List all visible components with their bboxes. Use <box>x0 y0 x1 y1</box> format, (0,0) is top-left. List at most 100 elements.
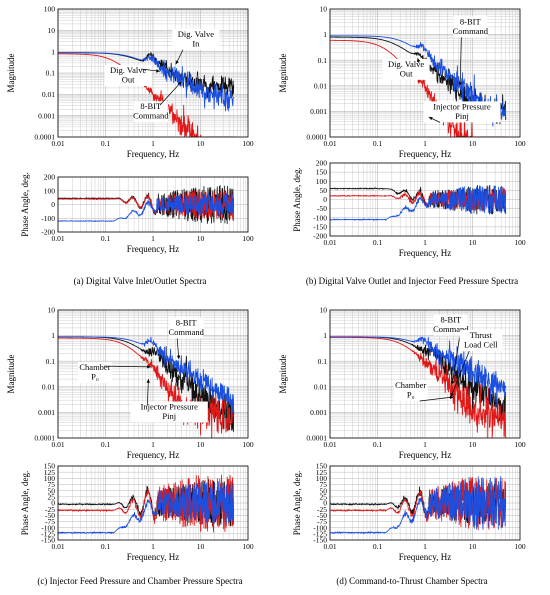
x-tick-label: 100 <box>514 440 526 449</box>
annotation-arrowhead <box>175 60 179 65</box>
y-tick-label: 75 <box>320 480 328 489</box>
y-tick-label: 1 <box>323 30 327 39</box>
x-axis-title: Frequency, Hz <box>399 450 451 460</box>
y-axis-title: Phase Angle, deg. <box>20 172 30 237</box>
annotation-arrowhead <box>450 380 455 385</box>
annotation-bg <box>459 330 503 352</box>
annotation-label: Thrust <box>470 330 493 340</box>
x-tick-label: 1 <box>151 440 155 449</box>
y-tick-label: 10 <box>320 306 328 315</box>
x-tick-label: 0.01 <box>51 542 64 551</box>
annotation-arrowhead <box>450 392 454 397</box>
x-tick-label: 0.1 <box>373 139 383 148</box>
annotation-arrowhead <box>146 379 150 383</box>
chart-a_ph: 0.01 0.1 1 10 100 -200 -100 0 100 200 Frequency, H… <box>20 172 254 254</box>
y-tick-label: 125 <box>44 468 56 477</box>
x-axis-title: Frequency, Hz <box>399 149 451 159</box>
y-tick-label: 10 <box>48 26 56 35</box>
chart-c_ph: 0.01 0.1 1 10 100 -150-125-100-75-50-25025507… <box>20 462 254 562</box>
y-tick-label: -50 <box>317 204 327 213</box>
annotation-label: Dig. Valve <box>388 59 424 69</box>
series-line-blue <box>58 481 235 534</box>
y-tick-label: -75 <box>317 517 327 526</box>
annotation-label: Dig. Valve <box>110 65 146 75</box>
series-line-blue <box>330 35 507 127</box>
annotation-bg <box>133 101 168 123</box>
annotation-arrow <box>419 396 454 402</box>
series-group <box>330 476 507 534</box>
y-tick-label: 0.001 <box>38 111 55 120</box>
series-line-blue <box>330 336 507 408</box>
y-tick-label: -150 <box>313 222 327 231</box>
annotation-bg <box>77 362 113 384</box>
y-tick-label: 100 <box>316 474 328 483</box>
y-axis-title: Magnitude <box>6 54 16 93</box>
caption-a: (a) Digital Valve Inlet/Outlet Spectra <box>74 276 207 286</box>
caption-d: (d) Command-to-Thrust Chamber Spectra <box>336 576 487 586</box>
annotation-label: Injector Pressure <box>141 401 199 411</box>
x-tick-label: 0.1 <box>101 139 111 148</box>
plot-frame <box>57 309 249 439</box>
y-tick-label: 125 <box>316 468 328 477</box>
y-tick-label: 0.1 <box>46 357 56 366</box>
y-tick-label: 100 <box>316 177 328 186</box>
annotation-label: 8-BIT <box>440 315 462 325</box>
x-tick-label: 10 <box>197 440 205 449</box>
x-tick-label: 1 <box>151 542 155 551</box>
y-tick-label: 0.1 <box>318 56 328 65</box>
y-tick-label: -25 <box>317 505 327 514</box>
y-axis-title: Phase Angle, deg. <box>20 471 30 536</box>
y-tick-label: -100 <box>313 213 327 222</box>
y-tick-label: 100 <box>44 186 56 195</box>
x-tick-label: 0.1 <box>373 238 383 247</box>
annotation-arrow <box>103 365 151 368</box>
series-line-blue <box>330 185 507 221</box>
x-tick-label: 0.01 <box>323 139 336 148</box>
annotation-bg <box>453 16 488 38</box>
y-tick-label: 50 <box>320 486 328 495</box>
x-tick-label: 0.01 <box>51 440 64 449</box>
y-tick-label: -200 <box>41 228 55 237</box>
series-line-red <box>330 336 507 438</box>
x-tick-label: 100 <box>514 542 526 551</box>
plot-frame <box>57 176 249 233</box>
y-tick-label: 10 <box>320 5 328 14</box>
series-line-blue <box>58 52 235 112</box>
x-axis-title: Frequency, Hz <box>127 552 179 562</box>
x-tick-label: 1 <box>151 139 155 148</box>
annotation-arrowhead <box>417 58 421 63</box>
y-tick-label: 0.001 <box>310 408 327 417</box>
annotation-label: Load Cell <box>464 340 498 350</box>
chart-d_ph: 0.01 0.1 1 10 100 -150-125-100-75-50-25025507… <box>292 462 526 562</box>
y-tick-label: 0.0001 <box>34 434 55 443</box>
y-tick-label: 0.01 <box>314 382 327 391</box>
annotation-label: Injector Pressure <box>433 101 491 111</box>
x-tick-label: 100 <box>514 238 526 247</box>
x-tick-label: 0.01 <box>51 139 64 148</box>
y-tick-label: 1 <box>51 331 55 340</box>
y-tick-label: 0.1 <box>46 69 56 78</box>
y-tick-label: 0.01 <box>314 81 327 90</box>
plot-frame <box>329 162 521 237</box>
annotation-arrowhead <box>428 117 433 121</box>
y-tick-label: 0.01 <box>42 90 55 99</box>
annotation-bg <box>172 28 220 50</box>
x-tick-label: 0.1 <box>373 440 383 449</box>
annotation-bg <box>382 58 430 80</box>
y-tick-label: 0 <box>51 499 55 508</box>
y-tick-label: 10 <box>48 306 56 315</box>
series-group <box>58 336 235 438</box>
chart-b_ph: 0.01 0.1 1 10 100-200-150-100-50050100150200… <box>292 159 526 258</box>
x-axis-title: Frequency, Hz <box>127 149 179 159</box>
y-tick-label: 0 <box>51 200 55 209</box>
y-axis-title: Phase Angle, deg. <box>292 471 302 536</box>
x-tick-label: 100 <box>242 542 254 551</box>
series-line-red <box>330 39 506 137</box>
x-tick-label: 0.1 <box>373 542 383 551</box>
x-tick-label: 100 <box>242 234 254 243</box>
annotation-arrowhead <box>449 395 454 400</box>
y-tick-label: 0.01 <box>42 382 55 391</box>
x-tick-label: 10 <box>469 542 477 551</box>
y-tick-label: 1 <box>51 47 55 56</box>
